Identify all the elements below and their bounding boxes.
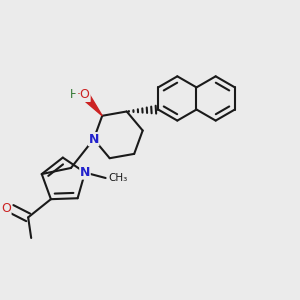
Text: H: H <box>70 88 78 101</box>
Text: ·O: ·O <box>76 88 90 101</box>
Text: N: N <box>80 166 90 179</box>
Text: N: N <box>88 133 99 146</box>
Polygon shape <box>82 93 102 116</box>
Text: CH₃: CH₃ <box>109 173 128 183</box>
Text: O: O <box>1 202 11 215</box>
